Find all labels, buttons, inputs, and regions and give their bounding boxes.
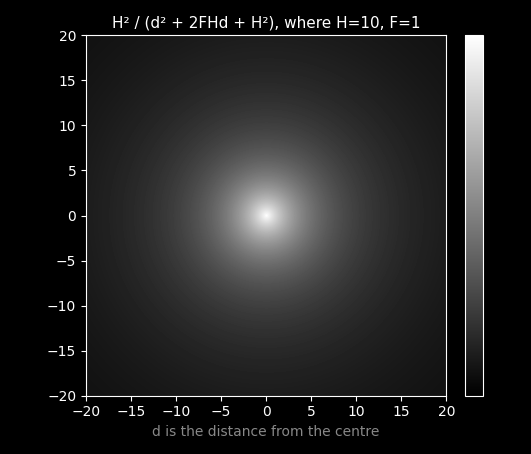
X-axis label: d is the distance from the centre: d is the distance from the centre <box>152 425 380 439</box>
Title: H² / (d² + 2FHd + H²), where H=10, F=1: H² / (d² + 2FHd + H²), where H=10, F=1 <box>112 15 421 30</box>
